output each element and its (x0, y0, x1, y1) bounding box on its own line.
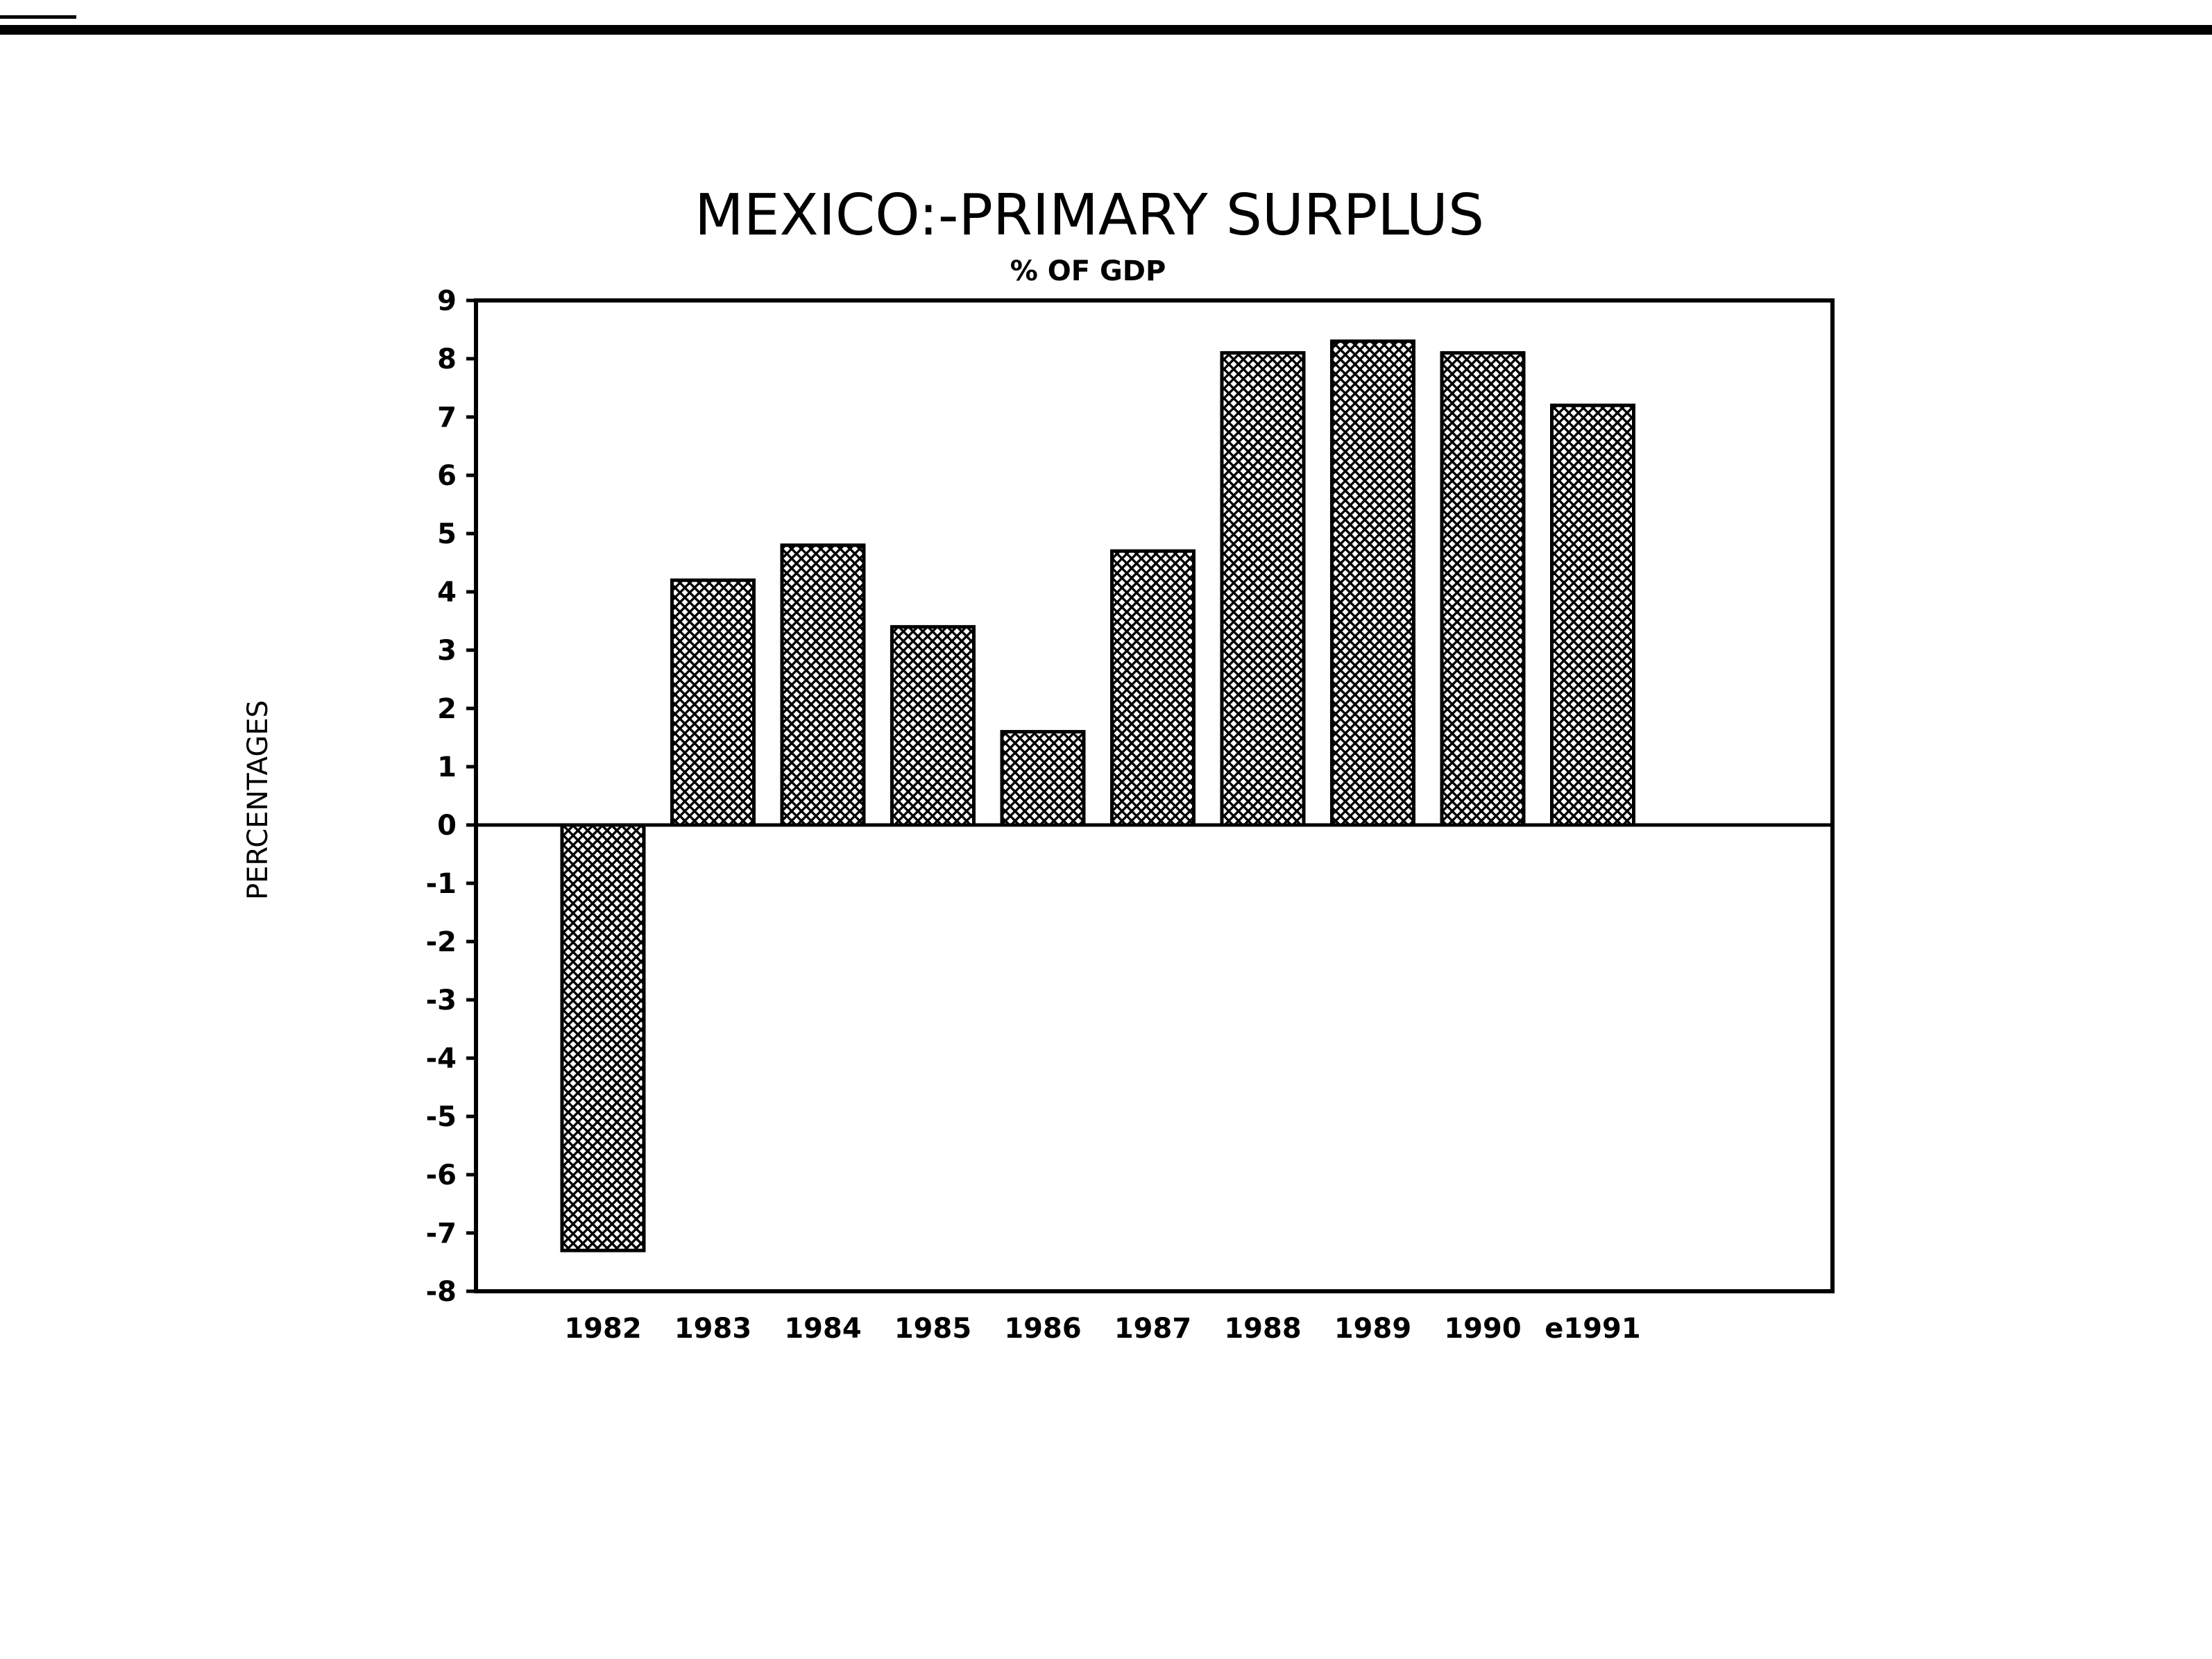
plot-frame (474, 298, 1835, 1293)
x-tick-label: 1989 (1334, 1313, 1411, 1345)
y-tick-label: -8 (426, 1276, 457, 1308)
x-tick-label: 1985 (894, 1313, 971, 1345)
bar-1985 (890, 624, 976, 827)
y-tick-label: -1 (426, 868, 457, 900)
y-tick-label: 5 (437, 518, 457, 550)
y-tick-label: -6 (426, 1159, 457, 1191)
x-tick-label: 1987 (1114, 1313, 1191, 1345)
y-tick-label: 6 (437, 460, 457, 492)
chart-title: MEXICO:-PRIMARY SURPLUS (695, 182, 1484, 248)
x-tick-label: 1986 (1004, 1313, 1081, 1345)
x-tick-label: 1988 (1224, 1313, 1301, 1345)
bar-1987 (1110, 549, 1196, 827)
x-tick-label: 1984 (784, 1313, 861, 1345)
bar-1986 (1000, 730, 1086, 827)
y-tick-label: 9 (437, 285, 457, 317)
bar-e1991 (1550, 403, 1635, 827)
y-tick-label: -3 (426, 985, 457, 1016)
x-tick-label: 1982 (564, 1313, 641, 1345)
bar-1989 (1330, 339, 1415, 827)
y-axis-ticks: 9 8 7 6 5 4 3 2 1 0 -1 -2 -3 -4 -5 -6 -7 -8 (426, 285, 476, 1308)
y-tick-label: 0 (437, 810, 457, 842)
bar-1990 (1440, 351, 1526, 827)
y-tick-label: 7 (437, 402, 457, 434)
y-tick-label: -5 (426, 1101, 457, 1133)
bars (560, 339, 1635, 1252)
y-axis-label: PERCENTAGES (242, 700, 274, 900)
y-tick-label: -7 (426, 1218, 457, 1250)
x-axis-labels: 1982 1983 1984 1985 1986 1987 1988 1989 1990 e199… (564, 1313, 1640, 1345)
x-tick-label: 1990 (1444, 1313, 1521, 1345)
bar-1982 (560, 823, 646, 1252)
y-tick-label: -4 (426, 1043, 457, 1075)
header-rule-fragment (0, 15, 76, 19)
y-tick-label: 4 (437, 577, 457, 609)
y-tick-label: 2 (437, 693, 457, 725)
header-rule (0, 25, 2212, 35)
y-tick-label: -2 (426, 926, 457, 958)
y-tick-label: 1 (437, 751, 457, 783)
bar-1984 (780, 543, 866, 827)
bar-1988 (1220, 351, 1306, 827)
y-tick-label: 8 (437, 343, 457, 375)
y-tick-label: 3 (437, 635, 457, 667)
x-tick-label: e1991 (1545, 1313, 1640, 1345)
chart-subtitle: % OF GDP (1010, 255, 1166, 287)
x-tick-label: 1983 (674, 1313, 751, 1345)
bar-1983 (670, 578, 756, 827)
